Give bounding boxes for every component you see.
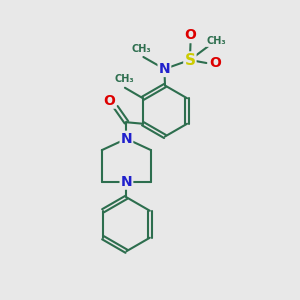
Text: O: O [184,28,196,42]
Text: S: S [184,52,195,68]
Text: O: O [209,56,221,70]
Text: O: O [103,94,115,108]
Text: N: N [121,175,132,189]
Text: N: N [159,62,170,76]
Text: CH₃: CH₃ [131,44,151,54]
Text: N: N [121,132,132,146]
Text: CH₃: CH₃ [206,36,226,46]
Text: CH₃: CH₃ [115,74,134,84]
